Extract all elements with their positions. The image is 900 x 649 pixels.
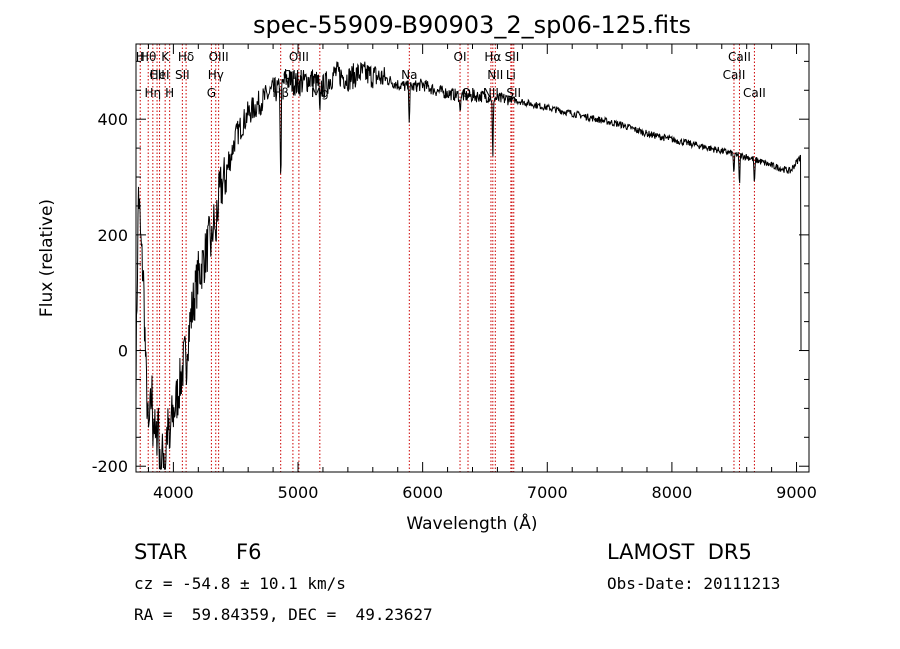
line-marker-label-6: H	[165, 86, 174, 100]
line-marker-label-9: G	[207, 86, 216, 100]
x-tick-label-4000: 4000	[153, 483, 194, 502]
x-axis-label: Wavelength (Å)	[406, 512, 537, 534]
line-marker-label-16: Na	[401, 68, 417, 82]
y-tick-label-200: 200	[97, 226, 128, 245]
line-marker-label-7: SII	[175, 68, 190, 82]
y-tick-label--200: -200	[92, 457, 128, 476]
y-axis-label: Flux (relative)	[37, 199, 57, 317]
line-marker-label-3: CII	[149, 68, 164, 82]
x-tick-label-6000: 6000	[402, 483, 443, 502]
line-marker-label-4: HeI	[150, 68, 170, 82]
line-marker-label-22: Li	[506, 68, 516, 82]
line-marker-label-19: NII	[483, 86, 499, 100]
survey-name: LAMOST DR5	[607, 540, 752, 564]
object-type: STAR	[134, 540, 188, 564]
obs-date: Obs-Date: 20111213	[607, 574, 781, 593]
line-marker-label-12: Hβ	[272, 86, 289, 100]
line-marker-label-26: CaII	[728, 50, 751, 64]
spectrum-line	[135, 61, 802, 470]
line-marker-label-8: Hδ	[178, 50, 194, 64]
line-marker-label-5: K	[161, 50, 170, 64]
line-marker-label-11: OIII	[209, 50, 229, 64]
chart-title: spec-55909-B90903_2_sp06-125.fits	[253, 11, 691, 39]
line-marker-label-27: CaII	[743, 86, 766, 100]
line-marker-label-1: Hθ	[140, 50, 156, 64]
line-marker-label-17: OI	[454, 50, 467, 64]
line-marker-label-20: Hα	[484, 50, 501, 64]
coordinates: RA = 59.84359, DEC = 49.23627	[134, 605, 433, 624]
x-tick-label-9000: 9000	[776, 483, 817, 502]
subclass: F6	[236, 540, 262, 564]
line-marker-label-24: SII	[506, 86, 521, 100]
x-tick-label-7000: 7000	[527, 483, 568, 502]
y-tick-label-0: 0	[118, 342, 128, 361]
x-tick-label-8000: 8000	[652, 483, 693, 502]
y-axis-ticks: -200 0 200 400	[92, 60, 809, 476]
line-marker-label-10: Hγ	[208, 68, 224, 82]
plot-frame	[135, 43, 810, 473]
x-tick-label-5000: 5000	[278, 483, 319, 502]
line-marker-label-25: CaII	[723, 68, 746, 82]
line-marker-label-2: Hη	[145, 86, 162, 100]
line-marker-label-0: H	[136, 50, 145, 64]
line-marker-label-23: SII	[505, 50, 520, 64]
redshift-readout: cz = -54.8 ± 10.1 km/s	[134, 574, 346, 593]
x-axis-ticks: 4000 5000 6000 7000 8000 9000	[147, 44, 817, 502]
line-marker-label-21: NII	[487, 68, 503, 82]
line-marker-label-14: OIII	[289, 50, 309, 64]
line-markers	[139, 44, 755, 472]
y-tick-label-400: 400	[97, 110, 128, 129]
